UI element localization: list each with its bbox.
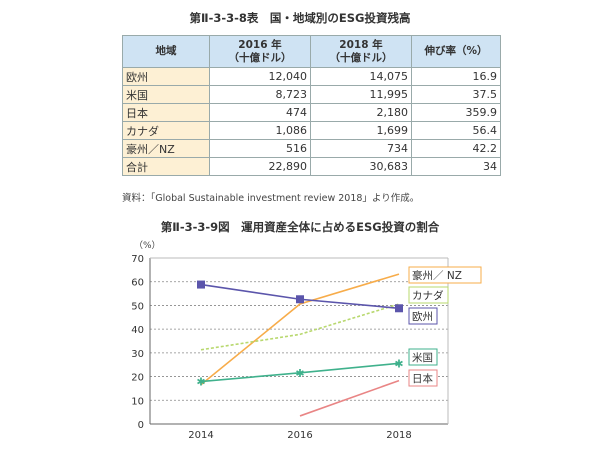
table-cell: 34 bbox=[411, 157, 501, 176]
table-cell: 516 bbox=[209, 139, 311, 158]
series-label: カナダ bbox=[412, 289, 444, 302]
region-cell: 合計 bbox=[122, 157, 210, 176]
table-source-note: 資料：「Global Sustainable investment review… bbox=[122, 193, 420, 204]
y-tick-label: 10 bbox=[131, 396, 144, 407]
series-label-box bbox=[408, 286, 449, 304]
x-tick-label: 2018 bbox=[386, 430, 411, 441]
chart-title: 第Ⅱ-3-3-9図 運用資産全体に占めるESG投資の割合 bbox=[160, 220, 440, 234]
table-row: 合計 22,890 30,683 34 bbox=[122, 157, 501, 176]
data-point: ✱ bbox=[295, 367, 304, 380]
region-cell: 欧州 bbox=[122, 67, 210, 86]
table-cell: 22,890 bbox=[209, 157, 311, 176]
y-tick-label: 40 bbox=[131, 325, 144, 336]
x-tick-label: 2016 bbox=[287, 430, 312, 441]
series-label: 豪州／ NZ bbox=[412, 269, 462, 282]
table-cell: 37.5 bbox=[411, 85, 501, 104]
series-label-box bbox=[408, 266, 482, 284]
region-cell: 米国 bbox=[122, 85, 210, 104]
table-cell: 2,180 bbox=[310, 103, 412, 122]
y-tick-label: 30 bbox=[131, 349, 144, 360]
table-title: 第Ⅱ-3-3-8表 国・地域別のESG投資残高 bbox=[189, 11, 411, 25]
y-tick-label: 0 bbox=[138, 420, 144, 431]
series-label: 米国 bbox=[412, 351, 433, 364]
data-point bbox=[197, 280, 205, 289]
region-cell: 豪州／NZ bbox=[122, 139, 210, 158]
y-tick-label: 60 bbox=[131, 278, 144, 289]
table-cell: 11,995 bbox=[310, 85, 412, 104]
table-cell: 42.2 bbox=[411, 139, 501, 158]
series-label: 日本 bbox=[412, 372, 433, 385]
series-label-box bbox=[408, 307, 438, 325]
data-point bbox=[395, 304, 403, 313]
table-cell: 8,723 bbox=[209, 85, 311, 104]
esg-balance-table: 地域 2016 年（十億ドル） 2018 年（十億ドル） 伸び率（%） 欧州 12,04… bbox=[122, 35, 501, 176]
series-line bbox=[299, 379, 400, 417]
data-point: ✱ bbox=[196, 376, 205, 389]
series-label-box bbox=[408, 369, 438, 387]
table-cell: 1,699 bbox=[310, 121, 412, 140]
column-header: 伸び率（%） bbox=[411, 35, 501, 68]
region-cell: 日本 bbox=[122, 103, 210, 122]
data-point bbox=[296, 295, 304, 304]
table-row: 豪州／NZ 516 734 42.2 bbox=[122, 139, 501, 158]
series-label: 欧州 bbox=[412, 311, 433, 323]
table-cell: 1,086 bbox=[209, 121, 311, 140]
table-cell: 734 bbox=[310, 139, 412, 158]
x-tick-label: 2014 bbox=[188, 430, 213, 441]
data-point: ✱ bbox=[394, 357, 403, 370]
table-cell: 16.9 bbox=[411, 67, 501, 86]
y-tick-label: 50 bbox=[131, 301, 144, 312]
table-row: 米国 8,723 11,995 37.5 bbox=[122, 85, 501, 104]
series-line bbox=[200, 273, 400, 386]
column-header: 2016 年（十億ドル） bbox=[209, 35, 311, 68]
table-cell: 12,040 bbox=[209, 67, 311, 86]
table-row: 日本 474 2,180 359.9 bbox=[122, 103, 501, 122]
table-cell: 359.9 bbox=[411, 103, 501, 122]
column-header: 2018 年（十億ドル） bbox=[310, 35, 412, 68]
y-tick-label: 70 bbox=[131, 254, 144, 265]
y-axis-unit: （%） bbox=[134, 240, 161, 251]
table-row: 欧州 12,040 14,075 16.9 bbox=[122, 67, 501, 86]
series-label-box bbox=[408, 348, 438, 366]
table-cell: 30,683 bbox=[310, 157, 412, 176]
y-tick-label: 20 bbox=[131, 373, 144, 384]
series-line bbox=[200, 362, 400, 383]
series-line bbox=[200, 303, 400, 351]
